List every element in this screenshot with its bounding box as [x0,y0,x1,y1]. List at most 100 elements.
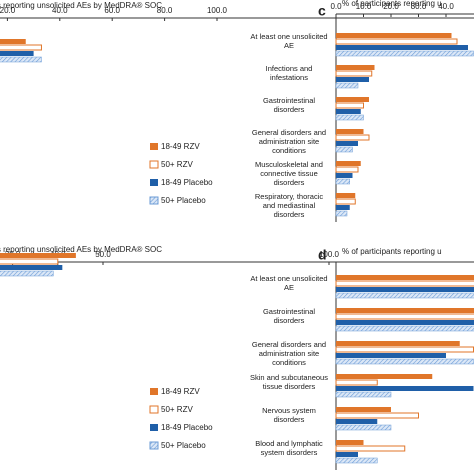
panel-label: d [318,247,327,263]
bar [336,353,446,358]
legend-swatch [149,160,159,169]
bar [336,109,361,114]
legend-label: 50+ Placebo [161,441,206,450]
legend-label: 18-49 Placebo [161,178,213,187]
category-label: General disorders and administration sit… [251,340,327,367]
category-label: At least one unsolicited AE [250,274,328,292]
category-label: General disorders and administration sit… [251,128,327,155]
bar [0,270,54,277]
bar [335,82,359,89]
bar [336,161,361,166]
bar [335,210,348,217]
legend-label: 18-49 RZV [161,387,200,396]
bar [336,33,452,38]
bar [336,440,364,445]
bar [335,457,378,464]
bar [335,146,353,153]
category-label: Gastrointestinal disorders [262,307,316,325]
category-label: Gastrointestinal disorders [262,96,316,114]
axis-title: % of participants reporting u [342,247,442,256]
bar [0,265,63,270]
axis-title: participants reporting unsolicited AEs b… [0,245,162,254]
bar [336,341,460,346]
bar [335,292,474,299]
bar [336,141,358,146]
bar [335,38,458,45]
bar [335,178,350,185]
bar [335,102,364,109]
bar [335,379,378,386]
bar [335,313,474,320]
x-tick-label: 60.0 [104,6,120,15]
category-label: Infections and infestations [265,64,313,82]
category-label: At least one unsolicited AE [250,32,328,50]
x-tick-label: 100.0 [319,250,340,259]
bar [0,39,26,44]
category-label: Respiratory, thoracic and mediastinal di… [254,192,324,219]
bar [335,358,474,365]
bar [336,205,350,210]
x-tick-label: 40.0 [52,6,68,15]
x-tick-label: 40.0 [438,2,454,11]
bar [335,280,474,287]
legend-swatch [150,179,158,186]
bar [336,452,358,457]
bar [0,44,42,51]
bar [336,419,378,424]
bar [0,56,42,63]
legend-label: 18-49 Placebo [161,423,213,432]
bar [335,198,356,205]
bar [335,134,370,141]
bar [335,325,474,332]
legend-label: 50+ RZV [161,405,193,414]
bar [336,287,474,292]
bar [336,407,391,412]
x-tick-label: 80.0 [157,6,173,15]
bar [0,51,34,56]
bar [335,50,474,57]
legend-swatch [149,196,159,205]
x-tick-label: 10.0 [356,2,372,11]
panel-label: c [318,3,326,19]
legend-label: 18-49 RZV [161,142,200,151]
legend-label: 50+ RZV [161,160,193,169]
legend-label: 50+ Placebo [161,196,206,205]
legend-swatch [150,388,158,395]
x-tick-label: 0.0 [330,2,342,11]
axis-title: % of participants reporting u [342,0,442,8]
legend-swatch [150,143,158,150]
bar [335,114,364,121]
bar [336,65,375,70]
bar [0,258,59,265]
bar [335,70,373,77]
bar [335,166,359,173]
bar [335,424,392,431]
bar [335,412,419,419]
x-tick-label: 30.0 [411,2,427,11]
bar [336,374,433,379]
category-label: Skin and subcutaneous tissue disorders [250,373,328,391]
bar [0,253,76,258]
bar [336,193,356,198]
axis-title: participants reporting unsolicited AEs b… [0,1,162,10]
bar [336,77,369,82]
bar [335,445,406,452]
bar [336,275,474,280]
bar [336,45,468,50]
category-label: Musculoskeletal and connective tissue di… [255,160,323,187]
x-tick-label: 20.0 [0,6,16,15]
bar [336,173,353,178]
category-label: Nervous system disorders [262,406,316,424]
bar [336,129,364,134]
x-tick-label: 100.0 [207,6,228,15]
legend-swatch [149,405,159,414]
bar [336,386,474,391]
x-tick-label: 50.0 [95,250,111,259]
bar [336,320,474,325]
bar [336,308,474,313]
legend-swatch [149,441,159,450]
bar [335,346,474,353]
bar [336,97,369,102]
